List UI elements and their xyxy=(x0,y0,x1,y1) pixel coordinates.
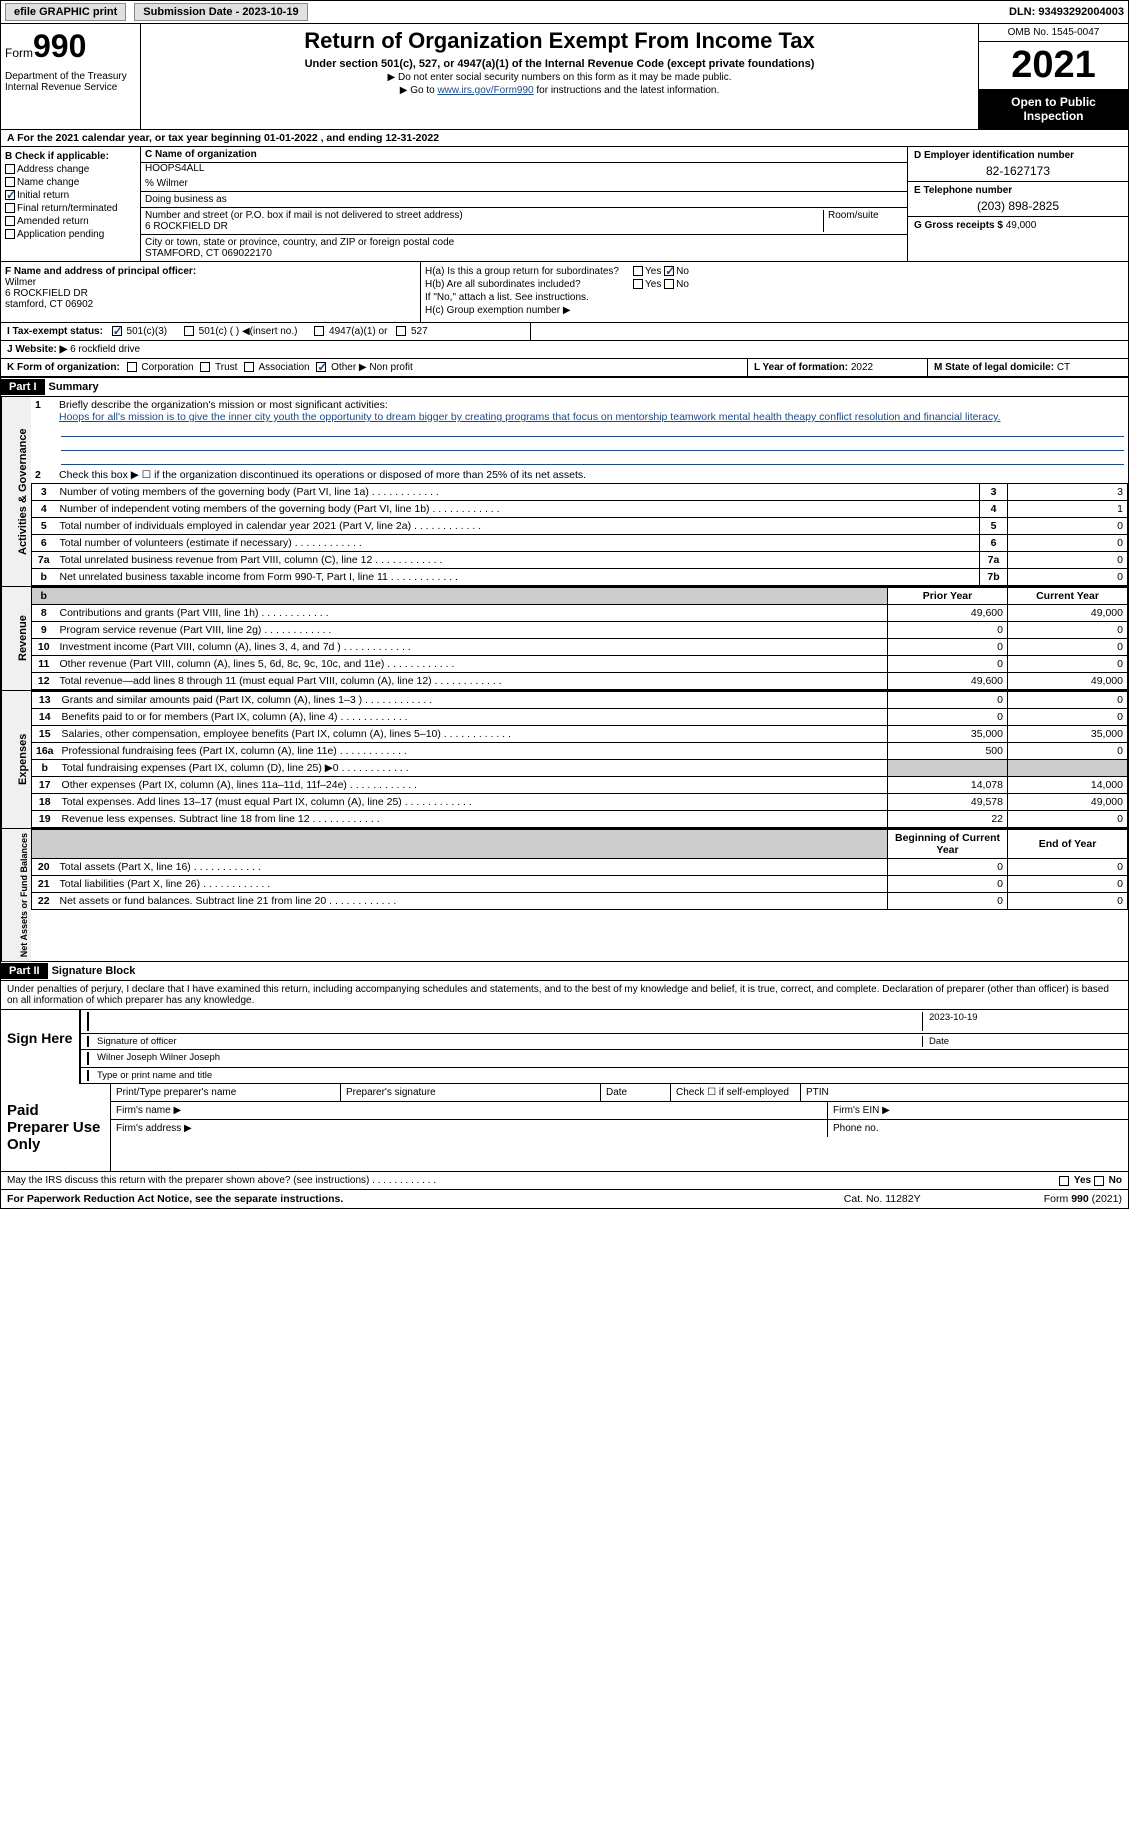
chk-final-return[interactable] xyxy=(5,203,15,213)
col-d-ein: D Employer identification number 82-1627… xyxy=(908,147,1128,261)
chk-sub-yes[interactable] xyxy=(633,279,643,289)
omb-number: OMB No. 1545-0047 xyxy=(979,24,1128,42)
form-note-link: ▶ Go to www.irs.gov/Form990 for instruct… xyxy=(149,85,970,96)
chk-group-yes[interactable] xyxy=(633,266,643,276)
governance-table: 3Number of voting members of the governi… xyxy=(31,483,1128,586)
section-ij: I Tax-exempt status: 501(c)(3) 501(c) ( … xyxy=(1,323,1128,341)
street-address: 6 ROCKFIELD DR xyxy=(145,221,823,232)
chk-other[interactable] xyxy=(316,362,326,372)
form-subtitle: Under section 501(c), 527, or 4947(a)(1)… xyxy=(149,58,970,70)
chk-corp[interactable] xyxy=(127,362,137,372)
col-b-checkboxes: B Check if applicable: Address change Na… xyxy=(1,147,141,261)
section-fh: F Name and address of principal officer:… xyxy=(1,262,1128,323)
part2-header: Part IISignature Block xyxy=(1,962,1128,981)
chk-discuss-yes[interactable] xyxy=(1059,1176,1069,1186)
footer-last: For Paperwork Reduction Act Notice, see … xyxy=(1,1190,1128,1208)
chk-4947[interactable] xyxy=(314,326,324,336)
ein: 82-1627173 xyxy=(914,164,1122,178)
paid-preparer-block: Paid Preparer Use Only Print/Type prepar… xyxy=(1,1084,1128,1172)
summary-governance: Activities & Governance 1Briefly describ… xyxy=(1,397,1128,587)
form-title: Return of Organization Exempt From Incom… xyxy=(149,28,970,54)
netassets-table: Beginning of Current YearEnd of Year 20T… xyxy=(31,829,1128,910)
row-j-website: J Website: ▶ 6 rockfield drive xyxy=(1,341,1128,359)
care-of: % Wilmer xyxy=(145,178,188,189)
form-header: Form990 Department of the Treasury Inter… xyxy=(1,24,1128,130)
mission-text: Hoops for all's mission is to give the i… xyxy=(59,411,1000,423)
gross-receipts: 49,000 xyxy=(1006,220,1037,231)
irs-link[interactable]: www.irs.gov/Form990 xyxy=(437,85,533,96)
chk-discuss-no[interactable] xyxy=(1094,1176,1104,1186)
col-h-group: H(a) Is this a group return for subordin… xyxy=(421,262,1128,322)
chk-address-change[interactable] xyxy=(5,164,15,174)
row-i-tax-status: I Tax-exempt status: 501(c)(3) 501(c) ( … xyxy=(1,323,531,340)
open-to-public: Open to Public Inspection xyxy=(979,89,1128,129)
form-number: Form990 xyxy=(5,28,136,65)
chk-initial-return[interactable] xyxy=(5,190,15,200)
chk-name-change[interactable] xyxy=(5,177,15,187)
summary-netassets: Net Assets or Fund Balances Beginning of… xyxy=(1,829,1128,962)
efile-print-button[interactable]: efile GRAPHIC print xyxy=(5,3,126,21)
sign-here-block: Sign Here 2023-10-19 Signature of office… xyxy=(1,1010,1128,1084)
row-a-tax-year: A For the 2021 calendar year, or tax yea… xyxy=(1,130,1128,147)
chk-group-no[interactable] xyxy=(664,266,674,276)
submission-date: Submission Date - 2023-10-19 xyxy=(134,3,307,21)
form-note-ssn: ▶ Do not enter social security numbers o… xyxy=(149,72,970,83)
org-name: HOOPS4ALL xyxy=(145,163,204,174)
expenses-table: 13Grants and similar amounts paid (Part … xyxy=(31,691,1128,828)
sig-date: 2023-10-19 xyxy=(922,1012,1122,1031)
form-number-footer: Form 990 (2021)Form 990 (2021) xyxy=(1044,1193,1122,1205)
chk-527[interactable] xyxy=(396,326,406,336)
summary-expenses: Expenses 13Grants and similar amounts pa… xyxy=(1,691,1128,829)
row-klm: K Form of organization: Corporation Trus… xyxy=(1,359,1128,378)
top-bar: efile GRAPHIC print Submission Date - 20… xyxy=(1,1,1128,24)
city-state-zip: STAMFORD, CT 069022170 xyxy=(145,248,903,259)
chk-501c[interactable] xyxy=(184,326,194,336)
col-c-org-info: C Name of organization HOOPS4ALL % Wilme… xyxy=(141,147,908,261)
phone: (203) 898-2825 xyxy=(914,199,1122,213)
part1-header: Part ISummary xyxy=(1,378,1128,397)
signature-declaration: Under penalties of perjury, I declare th… xyxy=(1,981,1128,1010)
revenue-table: bPrior YearCurrent Year 8Contributions a… xyxy=(31,587,1128,690)
dln: DLN: 93493292004003 xyxy=(1009,6,1124,18)
chk-sub-no[interactable] xyxy=(664,279,674,289)
chk-trust[interactable] xyxy=(200,362,210,372)
col-f-officer: F Name and address of principal officer:… xyxy=(1,262,421,322)
chk-501c3[interactable] xyxy=(112,326,122,336)
chk-assoc[interactable] xyxy=(244,362,254,372)
irs-discuss-row: May the IRS discuss this return with the… xyxy=(1,1172,1128,1190)
section-bcd: B Check if applicable: Address change Na… xyxy=(1,147,1128,262)
chk-application-pending[interactable] xyxy=(5,229,15,239)
chk-amended[interactable] xyxy=(5,216,15,226)
department: Department of the Treasury Internal Reve… xyxy=(5,71,136,93)
summary-revenue: Revenue bPrior YearCurrent Year 8Contrib… xyxy=(1,587,1128,691)
tax-year: 2021 xyxy=(979,42,1128,89)
officer-name: Wilner Joseph Wilner Joseph xyxy=(87,1052,1122,1065)
